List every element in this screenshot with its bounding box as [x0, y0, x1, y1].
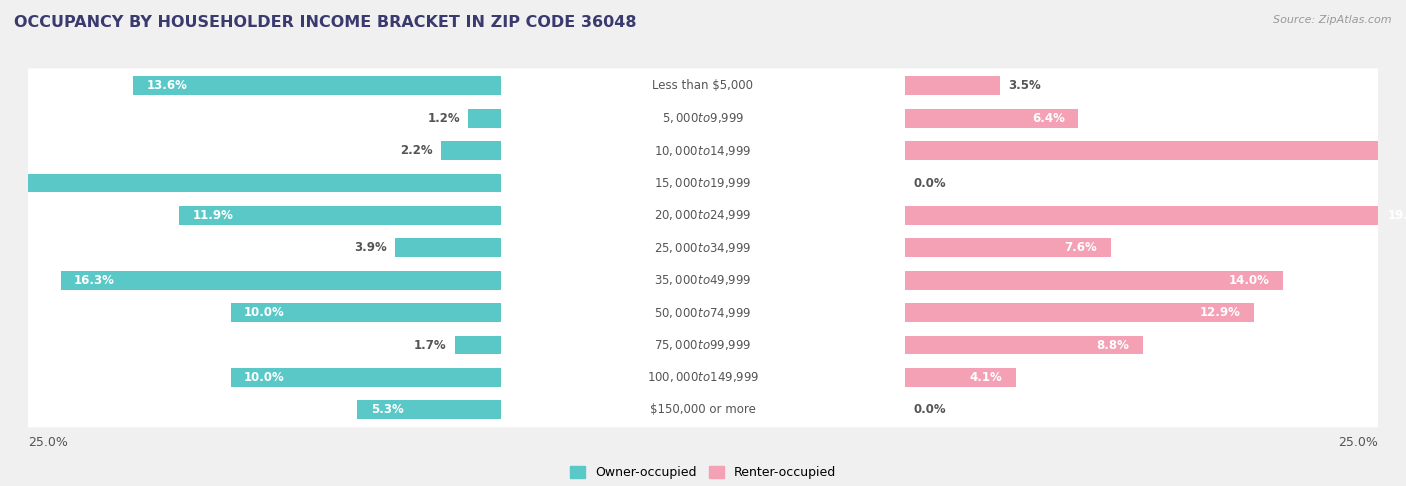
Bar: [905, 271, 1284, 290]
Text: 19.9%: 19.9%: [1388, 209, 1406, 222]
Text: $50,000 to $74,999: $50,000 to $74,999: [654, 306, 752, 320]
Text: 10.0%: 10.0%: [245, 306, 285, 319]
Text: $150,000 or more: $150,000 or more: [650, 403, 756, 417]
FancyBboxPatch shape: [25, 230, 1381, 265]
Text: 1.7%: 1.7%: [413, 339, 447, 351]
Bar: [905, 368, 1017, 387]
Text: $100,000 to $149,999: $100,000 to $149,999: [647, 370, 759, 384]
Bar: [0, 174, 501, 192]
Text: 25.0%: 25.0%: [28, 436, 67, 449]
Bar: [441, 141, 501, 160]
FancyBboxPatch shape: [25, 392, 1381, 427]
Text: 6.4%: 6.4%: [1032, 112, 1064, 125]
Text: 2.2%: 2.2%: [401, 144, 433, 157]
Bar: [60, 271, 501, 290]
Text: 10.0%: 10.0%: [245, 371, 285, 384]
FancyBboxPatch shape: [25, 101, 1381, 136]
Bar: [905, 303, 1254, 322]
Text: 5.3%: 5.3%: [371, 403, 404, 417]
FancyBboxPatch shape: [25, 166, 1381, 201]
Legend: Owner-occupied, Renter-occupied: Owner-occupied, Renter-occupied: [565, 461, 841, 484]
Text: 3.5%: 3.5%: [1008, 79, 1040, 92]
Bar: [231, 368, 501, 387]
Text: $75,000 to $99,999: $75,000 to $99,999: [654, 338, 752, 352]
Text: 8.8%: 8.8%: [1097, 339, 1129, 351]
Text: 13.6%: 13.6%: [146, 79, 188, 92]
Text: $5,000 to $9,999: $5,000 to $9,999: [662, 111, 744, 125]
Bar: [905, 141, 1406, 160]
Text: 3.9%: 3.9%: [354, 242, 387, 254]
Bar: [905, 336, 1143, 354]
FancyBboxPatch shape: [25, 69, 1381, 104]
FancyBboxPatch shape: [25, 360, 1381, 395]
Text: 1.2%: 1.2%: [427, 112, 460, 125]
Text: $10,000 to $14,999: $10,000 to $14,999: [654, 144, 752, 157]
Bar: [454, 336, 501, 354]
Text: Source: ZipAtlas.com: Source: ZipAtlas.com: [1274, 15, 1392, 25]
Text: $25,000 to $34,999: $25,000 to $34,999: [654, 241, 752, 255]
Text: 11.9%: 11.9%: [193, 209, 233, 222]
FancyBboxPatch shape: [25, 328, 1381, 363]
Text: 12.9%: 12.9%: [1199, 306, 1240, 319]
Text: 0.0%: 0.0%: [914, 176, 946, 190]
Text: $15,000 to $19,999: $15,000 to $19,999: [654, 176, 752, 190]
FancyBboxPatch shape: [25, 263, 1381, 298]
Bar: [395, 239, 501, 257]
Bar: [468, 109, 501, 128]
Bar: [231, 303, 501, 322]
Text: 7.6%: 7.6%: [1064, 242, 1097, 254]
Bar: [905, 239, 1111, 257]
Text: 25.0%: 25.0%: [1339, 436, 1378, 449]
Bar: [905, 76, 1000, 95]
Text: 16.3%: 16.3%: [75, 274, 115, 287]
Text: 14.0%: 14.0%: [1229, 274, 1270, 287]
Text: 0.0%: 0.0%: [914, 403, 946, 417]
Bar: [905, 109, 1078, 128]
FancyBboxPatch shape: [25, 295, 1381, 330]
Bar: [905, 206, 1406, 225]
Bar: [357, 400, 501, 419]
Bar: [134, 76, 501, 95]
Text: Less than $5,000: Less than $5,000: [652, 79, 754, 92]
FancyBboxPatch shape: [25, 198, 1381, 233]
Text: $35,000 to $49,999: $35,000 to $49,999: [654, 273, 752, 287]
FancyBboxPatch shape: [25, 133, 1381, 168]
Text: $20,000 to $24,999: $20,000 to $24,999: [654, 208, 752, 223]
Bar: [180, 206, 501, 225]
Text: OCCUPANCY BY HOUSEHOLDER INCOME BRACKET IN ZIP CODE 36048: OCCUPANCY BY HOUSEHOLDER INCOME BRACKET …: [14, 15, 637, 30]
Text: 4.1%: 4.1%: [970, 371, 1002, 384]
